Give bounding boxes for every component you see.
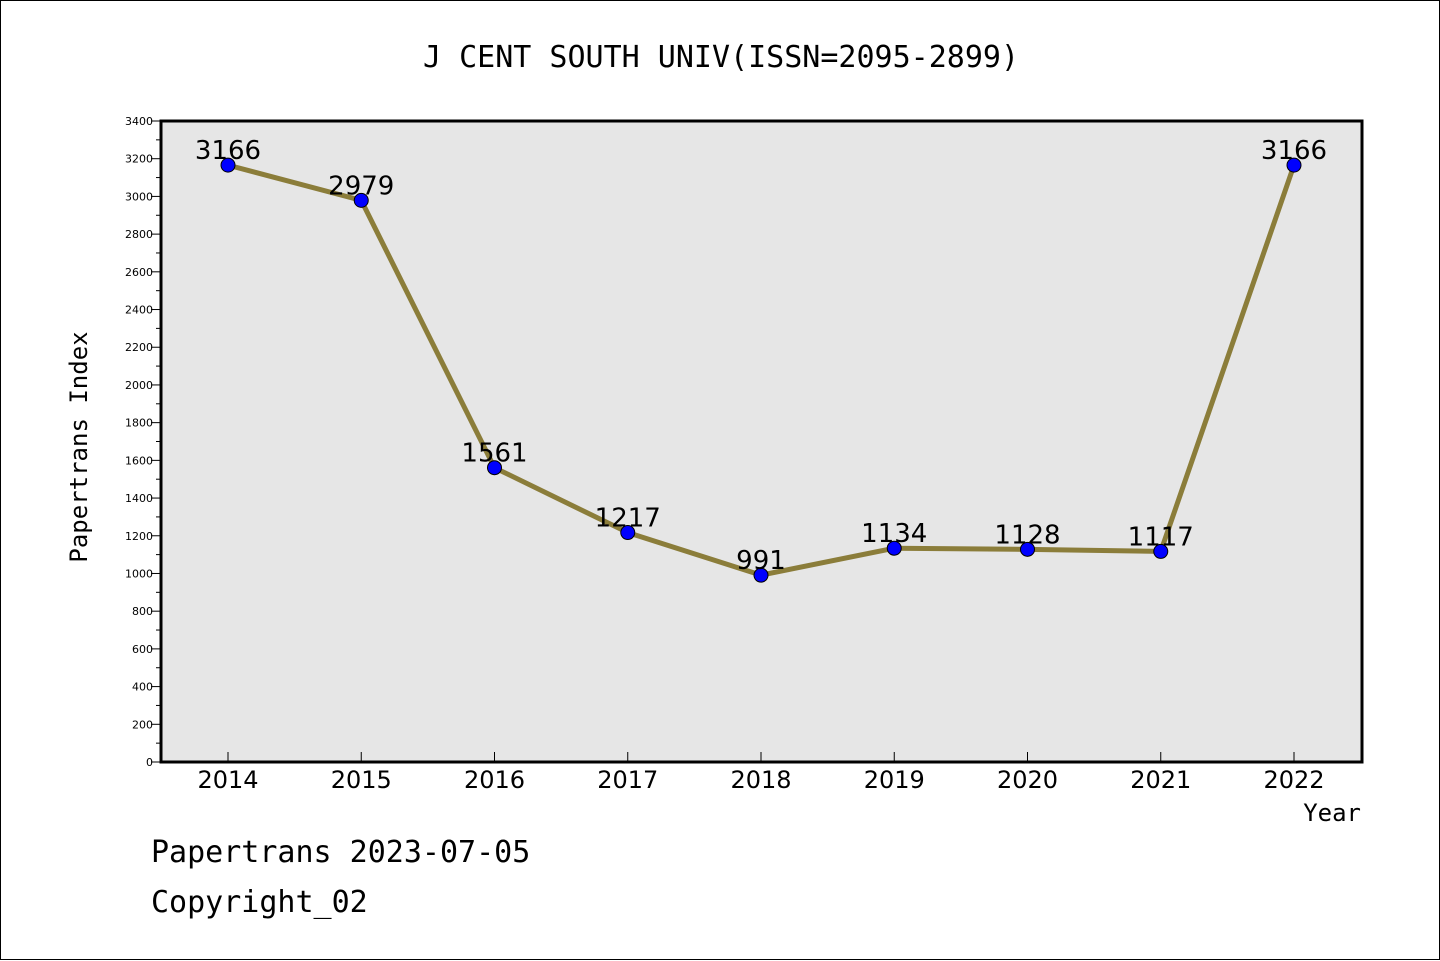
x-tick-label: 2017 — [597, 766, 658, 794]
data-label: 1134 — [861, 519, 927, 549]
chart-title: J CENT SOUTH UNIV(ISSN=2095-2899) — [423, 40, 1019, 75]
data-point — [753, 567, 769, 583]
y-axis: 0 200 400 600 800 1000 1200 1400 1600 1800 2000 220… — [125, 115, 161, 769]
y-tick-label: 0 — [146, 756, 153, 769]
data-point — [1153, 543, 1169, 559]
y-tick-label: 3000 — [125, 190, 153, 203]
x-tick-label: 2016 — [464, 766, 525, 794]
data-label: 1217 — [595, 504, 661, 534]
data-point — [886, 540, 902, 556]
y-tick-label: 2600 — [125, 266, 153, 279]
x-axis: 2014 2015 2016 2017 2018 2019 2020 2021 2022 — [197, 752, 1325, 794]
data-point — [353, 192, 369, 208]
x-tick-label: 2015 — [331, 766, 392, 794]
y-tick-label: 200 — [132, 718, 153, 731]
y-tick-label: 1400 — [125, 492, 153, 505]
y-tick-label: 1800 — [125, 417, 153, 430]
data-label: 3166 — [1261, 136, 1327, 166]
data-point — [487, 460, 502, 476]
data-label: 3166 — [195, 136, 261, 166]
y-axis-label: Papertrans Index — [65, 331, 93, 562]
data-point — [1286, 157, 1302, 173]
y-tick-label: 1200 — [125, 530, 153, 543]
y-tick-label: 2400 — [125, 304, 153, 317]
y-tick-label: 1600 — [125, 454, 153, 467]
data-point — [620, 525, 636, 541]
x-tick-label: 2018 — [730, 766, 791, 794]
data-label: 1117 — [1128, 522, 1194, 552]
y-tick-label: 2200 — [125, 341, 153, 354]
x-tick-label: 2021 — [1130, 766, 1191, 794]
data-label: 1561 — [461, 439, 527, 469]
y-tick-label: 2800 — [125, 228, 153, 241]
footer-date: Papertrans 2023-07-05 — [151, 835, 531, 870]
y-tick-label: 800 — [132, 605, 153, 618]
data-label: 1128 — [994, 520, 1060, 550]
plot-area — [159, 119, 1364, 764]
data-point — [1020, 541, 1035, 557]
x-tick-label: 2019 — [864, 766, 925, 794]
series-group: 3166 2979 1561 1217 991 1134 1128 1117 3166 — [195, 136, 1327, 583]
x-tick-label: 2022 — [1263, 766, 1324, 794]
x-axis-label: Year — [1303, 799, 1361, 827]
y-tick-label: 600 — [132, 643, 153, 656]
y-tick-label: 1000 — [125, 567, 153, 580]
data-point — [220, 157, 236, 173]
y-tick-label: 3400 — [125, 115, 153, 128]
x-tick-label: 2020 — [997, 766, 1058, 794]
footer-copyright: Copyright_02 — [151, 885, 368, 920]
x-tick-label: 2014 — [197, 766, 258, 794]
data-label: 2979 — [328, 171, 394, 201]
y-tick-label: 3200 — [125, 153, 153, 166]
data-label: 991 — [736, 546, 786, 576]
y-tick-label: 400 — [132, 681, 153, 694]
y-tick-label: 2000 — [125, 379, 153, 392]
